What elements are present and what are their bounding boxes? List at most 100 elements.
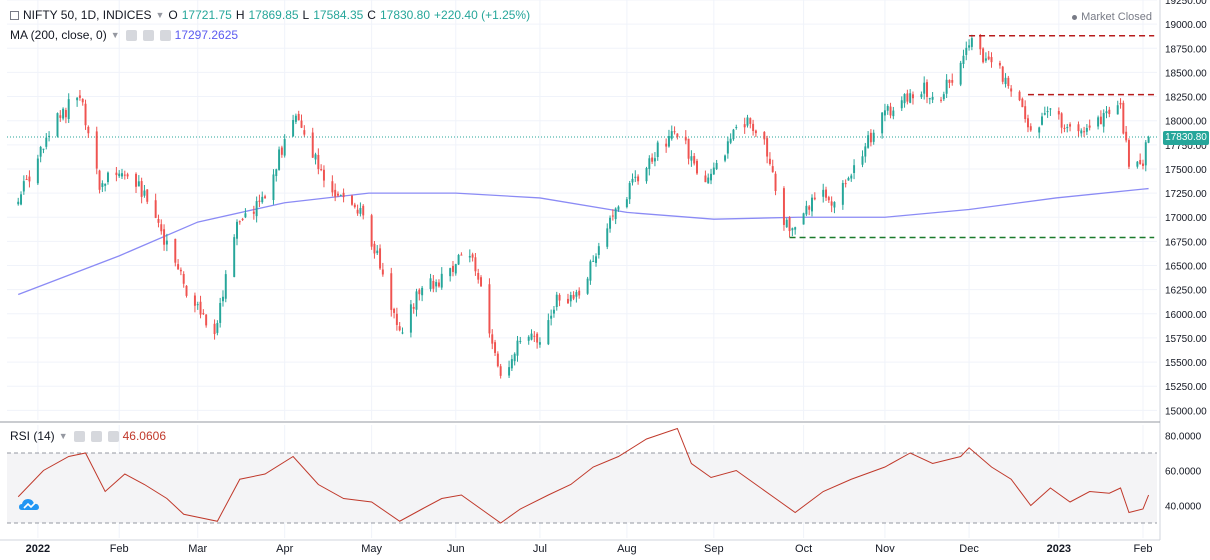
price-tick-label: 16000.00 <box>1165 310 1207 321</box>
candle-body <box>42 148 45 150</box>
candle-body <box>768 158 771 165</box>
candle-body <box>196 304 199 306</box>
candle-body <box>808 206 811 210</box>
candle-body <box>320 169 323 171</box>
candle-body <box>805 205 808 215</box>
candle-body <box>1004 77 1007 85</box>
candle-body <box>962 55 965 64</box>
candle-body <box>617 206 620 210</box>
candle-body <box>1141 163 1144 166</box>
candle-body <box>822 189 825 197</box>
candle-body <box>614 208 617 220</box>
candle-body <box>393 308 396 313</box>
candle-body <box>468 255 471 258</box>
candle-body <box>398 326 401 331</box>
candle-body <box>628 183 631 200</box>
candle-body <box>569 295 572 302</box>
candle-body <box>297 113 300 121</box>
price-tick-label: 17000.00 <box>1165 213 1207 224</box>
candle-body <box>684 136 687 141</box>
candle-body <box>766 138 769 157</box>
candle-body <box>317 154 320 170</box>
candle-body <box>704 175 707 183</box>
symbol-legend[interactable]: NIFTY 50, 1D, INDICES ▼ O 17721.75 H 17869… <box>10 8 530 22</box>
close-value: 17830.80 <box>379 8 431 22</box>
candle-body <box>241 218 244 220</box>
candle-body <box>421 287 424 296</box>
candle-body <box>802 213 805 225</box>
candle-body <box>185 285 188 296</box>
candle-body <box>696 160 698 174</box>
settings-icon[interactable] <box>142 29 154 41</box>
candle-body <box>36 158 39 184</box>
candle-body <box>951 80 954 83</box>
candle-body <box>984 58 987 61</box>
tradingview-logo-icon[interactable] <box>18 496 44 514</box>
candle-body <box>982 48 985 63</box>
rsi-legend[interactable]: RSI (14) ▼ 46.0606 <box>10 429 166 443</box>
price-tick-label: 18000.00 <box>1165 117 1207 128</box>
collapse-icon[interactable] <box>10 10 19 20</box>
candle-body <box>193 295 196 306</box>
candle-body <box>550 315 553 319</box>
candle-body <box>1144 142 1147 166</box>
candle-body <box>1116 105 1119 115</box>
candle-body <box>1088 125 1091 128</box>
candle-body <box>390 273 393 310</box>
candle-body <box>221 296 224 302</box>
eye-icon[interactable] <box>125 29 137 41</box>
candle-body <box>940 99 943 101</box>
candle-body <box>538 342 541 345</box>
candle-body <box>625 199 628 208</box>
candle-body <box>965 47 968 55</box>
candle-body <box>275 169 278 177</box>
candle-body <box>115 172 118 176</box>
candle-body <box>1018 91 1021 101</box>
candle-body <box>1001 66 1004 82</box>
candle-body <box>754 130 757 134</box>
candle-body <box>749 118 752 124</box>
candle-body <box>735 127 738 129</box>
eye-icon[interactable] <box>73 430 85 442</box>
time-tick-label: 2023 <box>1047 543 1071 555</box>
settings-icon[interactable] <box>90 430 102 442</box>
candle-body <box>710 173 713 181</box>
ma-legend[interactable]: MA (200, close, 0) ▼ 17297.2625 <box>10 28 238 42</box>
candle-body <box>62 108 65 119</box>
close-icon[interactable] <box>159 29 171 41</box>
chevron-down-icon[interactable]: ▼ <box>110 30 120 40</box>
time-tick-label: Mar <box>188 543 207 555</box>
chevron-down-icon[interactable]: ▼ <box>58 431 68 441</box>
candle-body <box>909 93 912 103</box>
candle-body <box>336 193 339 196</box>
price-tick-label: 15750.00 <box>1165 334 1207 345</box>
candle-body <box>219 302 222 323</box>
candle-body <box>578 290 581 296</box>
chevron-down-icon[interactable]: ▼ <box>155 10 165 20</box>
candle-body <box>81 98 84 103</box>
candle-body <box>353 204 356 208</box>
candle-body <box>322 169 325 181</box>
candle-body <box>1147 137 1150 143</box>
candle-body <box>665 143 668 147</box>
candle-body <box>724 155 727 161</box>
candle-body <box>508 367 511 376</box>
candle-body <box>1077 124 1080 132</box>
candle-body <box>670 131 673 139</box>
main-grid <box>7 0 1157 420</box>
candle-body <box>143 190 146 196</box>
candle-body <box>774 173 777 192</box>
rsi-line <box>17 427 1150 524</box>
candle-body <box>889 106 892 116</box>
close-icon[interactable] <box>107 430 119 442</box>
candle-body <box>850 175 853 179</box>
candle-body <box>825 189 828 198</box>
candle-body <box>64 110 67 118</box>
candle-body <box>634 176 637 178</box>
candle-body <box>418 289 421 295</box>
candle-body <box>1046 111 1049 113</box>
time-tick-label: Oct <box>795 543 812 555</box>
candle-body <box>496 353 499 367</box>
candle-body <box>516 340 519 356</box>
